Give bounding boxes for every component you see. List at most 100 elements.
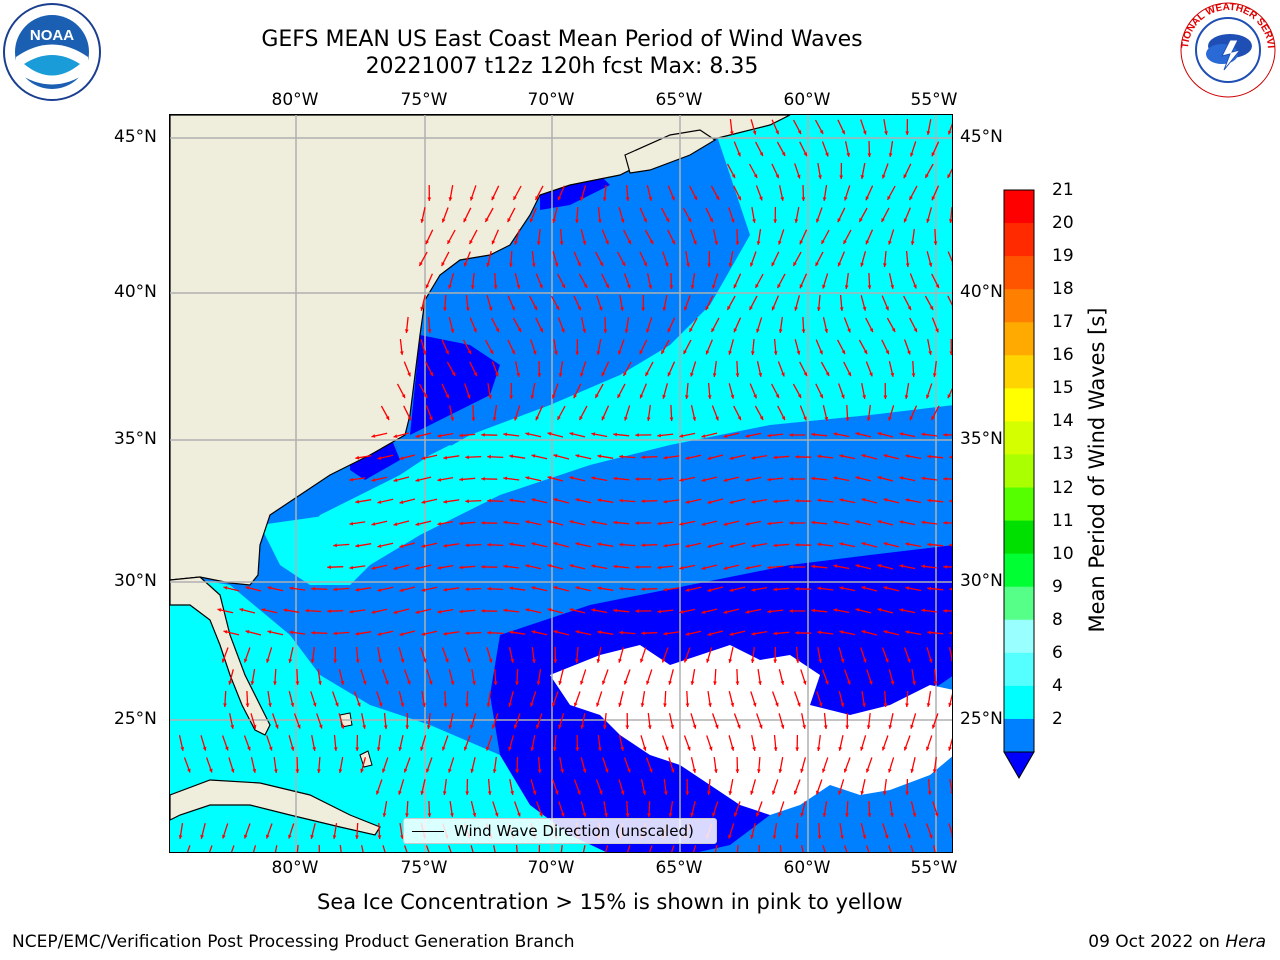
wind-wave-arrow-head (575, 630, 580, 634)
wind-wave-arrow-head (706, 658, 710, 663)
wind-wave-arrow-head (692, 724, 697, 729)
wind-wave-arrow-head (811, 608, 815, 613)
wind-wave-arrow-head (265, 834, 270, 839)
wind-wave-arrow-head (554, 351, 558, 355)
colorbar-segment (1004, 487, 1034, 522)
wind-wave-arrow-head (407, 372, 411, 377)
wind-wave-arrow-head (888, 725, 893, 729)
wind-wave-arrow-head (604, 768, 609, 773)
wind-wave-arrow-head (775, 702, 779, 707)
wind-wave-arrow-head (794, 219, 799, 223)
wind-wave-arrow-head (488, 395, 492, 399)
wave-period-map (170, 115, 952, 852)
wind-wave-arrow-head (508, 746, 512, 751)
wind-wave-arrow-head (488, 658, 493, 663)
wind-wave-arrow-head (913, 284, 917, 289)
wind-wave-arrow-head (553, 542, 558, 546)
wind-wave-arrow-head (708, 703, 712, 707)
wind-wave-arrow-head (843, 768, 848, 773)
wind-wave-arrow-head (904, 395, 909, 399)
wind-wave-arrow-head (621, 262, 626, 266)
wind-wave-arrow-head (868, 680, 873, 685)
wind-wave-arrow-head (537, 769, 542, 773)
wind-wave-arrow-head (756, 241, 761, 245)
wind-wave-arrow-head (863, 350, 868, 354)
wind-wave-arrow-head (597, 630, 602, 635)
wind-wave-arrow-head (758, 681, 762, 685)
wind-wave-arrow-head (429, 372, 433, 377)
wind-wave-arrow-head (767, 565, 771, 570)
colorbar-tick-label: 6 (1052, 642, 1063, 663)
wind-wave-arrow-head (890, 813, 894, 817)
wind-wave-arrow-head (728, 350, 732, 355)
wind-wave-arrow-head (514, 416, 518, 421)
colorbar-tick-label: 12 (1052, 477, 1074, 498)
wind-wave-arrow-head (377, 835, 382, 839)
wind-wave-arrow-head (442, 746, 446, 751)
wind-wave-arrow-head (685, 456, 690, 460)
wind-wave-arrow-head (473, 372, 477, 377)
wind-wave-arrow-head (751, 587, 756, 592)
wind-wave-arrow-head (420, 746, 424, 751)
wind-wave-arrow-head (445, 658, 449, 663)
wind-wave-arrow-head (685, 703, 690, 707)
wind-wave-arrow-head (933, 681, 938, 685)
colorbar-tick-label: 20 (1052, 213, 1074, 234)
wind-wave-arrow-head (575, 219, 579, 223)
wind-wave-arrow-head (536, 681, 541, 685)
wind-wave-arrow-head (771, 306, 776, 311)
wind-wave-arrow-head (819, 394, 823, 399)
wind-wave-arrow-head (310, 659, 315, 663)
wind-wave-arrow-head (862, 703, 866, 707)
wind-wave-arrow-head (730, 394, 735, 399)
wind-wave-arrow-head (223, 586, 228, 590)
wind-wave-arrow-head (223, 630, 228, 634)
wind-wave-arrow-head (905, 454, 910, 459)
wind-wave-arrow-head (422, 703, 426, 707)
wind-wave-arrow-head (547, 564, 552, 568)
wind-wave-arrow-head (599, 790, 603, 795)
wind-wave-arrow-head (393, 434, 398, 438)
wind-wave-arrow-head (913, 328, 917, 333)
wind-wave-arrow-head (817, 586, 822, 591)
wind-wave-arrow-head (935, 328, 939, 333)
map-title: GEFS MEAN US East Coast Mean Period of W… (261, 27, 863, 52)
wind-wave-arrow-head (547, 476, 552, 480)
wind-wave-arrow (230, 845, 235, 852)
wind-wave-arrow-head (883, 542, 888, 546)
wind-wave-arrow-head (442, 791, 447, 795)
wind-wave-arrow-head (750, 790, 754, 795)
wind-wave-arrow (947, 295, 952, 306)
colorbar-tick-label: 4 (1052, 675, 1063, 696)
wind-wave-arrow-head (463, 218, 467, 223)
wind-wave-arrow-head (707, 263, 712, 267)
wind-wave-arrow-head (815, 262, 819, 267)
wind-wave-arrow-head (795, 499, 799, 503)
wind-wave-arrow-head (715, 196, 720, 200)
wind-wave-arrow-head (503, 608, 508, 613)
wind-wave-arrow-head (927, 498, 931, 503)
lon-label-bottom-75w: 75°W (400, 858, 448, 878)
wind-wave-arrow-head (465, 543, 469, 548)
wind-wave-arrow-head (481, 609, 485, 613)
wind-wave-arrow-head (912, 681, 916, 685)
wind-wave-arrow-head (378, 702, 383, 707)
wind-wave-arrow-head (767, 609, 771, 614)
colorbar-segment (1004, 355, 1034, 389)
wind-wave-arrow-head (643, 218, 647, 223)
wind-wave-arrow-head (859, 218, 863, 222)
wind-wave-arrow-head (575, 351, 580, 355)
wind-wave-arrow-head (877, 432, 882, 436)
wind-wave-arrow-head (371, 434, 376, 438)
wind-wave-arrow-head (573, 394, 577, 399)
wind-wave-arrow-head (802, 725, 806, 729)
wind-wave-arrow-head (355, 659, 360, 663)
wind-wave-arrow-head (443, 455, 448, 460)
nws-logo: NATIONAL WEATHER SERVICE (1174, 0, 1280, 102)
colorbar (1000, 186, 1040, 782)
wind-wave-arrow (274, 845, 278, 852)
wind-wave-arrow-head (642, 791, 647, 795)
wind-wave-arrow-head (662, 394, 666, 399)
wind-wave-arrow-head (355, 543, 360, 548)
wind-wave-arrow-head (690, 285, 695, 289)
